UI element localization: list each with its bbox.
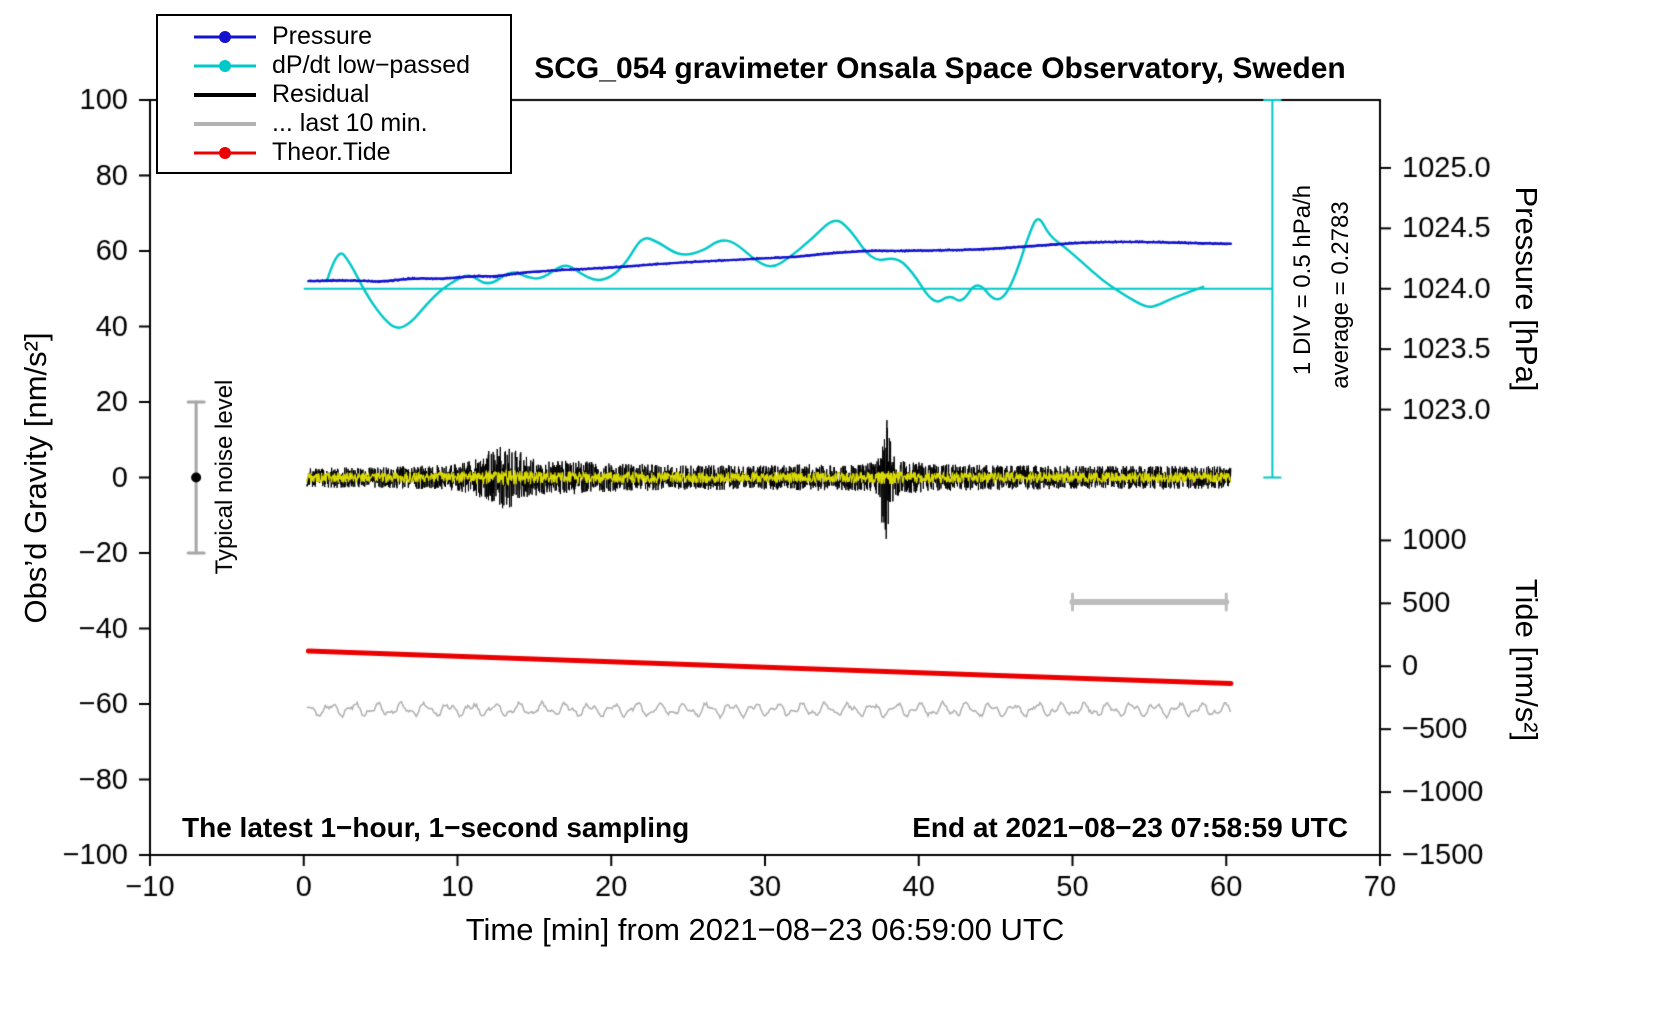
legend-item-dpdt: dP/dt low−passed [194, 51, 510, 80]
x-axis-label: Time [min] from 2021−08−23 06:59:00 UTC [465, 912, 1065, 947]
pressure-line-swatch [194, 30, 256, 44]
legend-item-theor-tide: Theor.Tide [194, 138, 510, 167]
legend-label: ... last 10 min. [272, 109, 428, 137]
dpdt-line-swatch [194, 59, 256, 73]
y-axis-label-tide: Tide [nm/s²] [1509, 578, 1544, 742]
end-time-note: End at 2021−08−23 07:58:59 UTC [912, 812, 1348, 843]
residual-line-swatch [194, 88, 256, 102]
legend-label: Pressure [272, 22, 373, 50]
legend-item-residual: Residual [194, 80, 510, 109]
div-scale-annotation: 1 DIV = 0.5 hPa/h [1289, 184, 1316, 376]
y-axis-label-pressure: Pressure [hPa] [1509, 186, 1544, 392]
tide-line-swatch [194, 146, 256, 160]
legend-item-pressure: Pressure [194, 22, 510, 51]
legend: Pressure dP/dt low−passed Residual ... l… [156, 14, 512, 174]
legend-label: Residual [272, 80, 370, 108]
y-axis-label-gravity: Obs’d Gravity [nm/s²] [18, 332, 53, 624]
legend-label: dP/dt low−passed [272, 51, 471, 79]
last10min-line-swatch [194, 117, 256, 131]
noise-level-annotation: Typical noise level [211, 379, 238, 575]
sampling-note: The latest 1−hour, 1−second sampling [182, 812, 690, 843]
legend-label: Theor.Tide [272, 138, 391, 166]
legend-item-last10min: ... last 10 min. [194, 109, 510, 138]
average-annotation: average = 0.2783 [1327, 201, 1354, 389]
chart-title: SCG_054 gravimeter Onsala Space Observat… [534, 52, 1346, 85]
